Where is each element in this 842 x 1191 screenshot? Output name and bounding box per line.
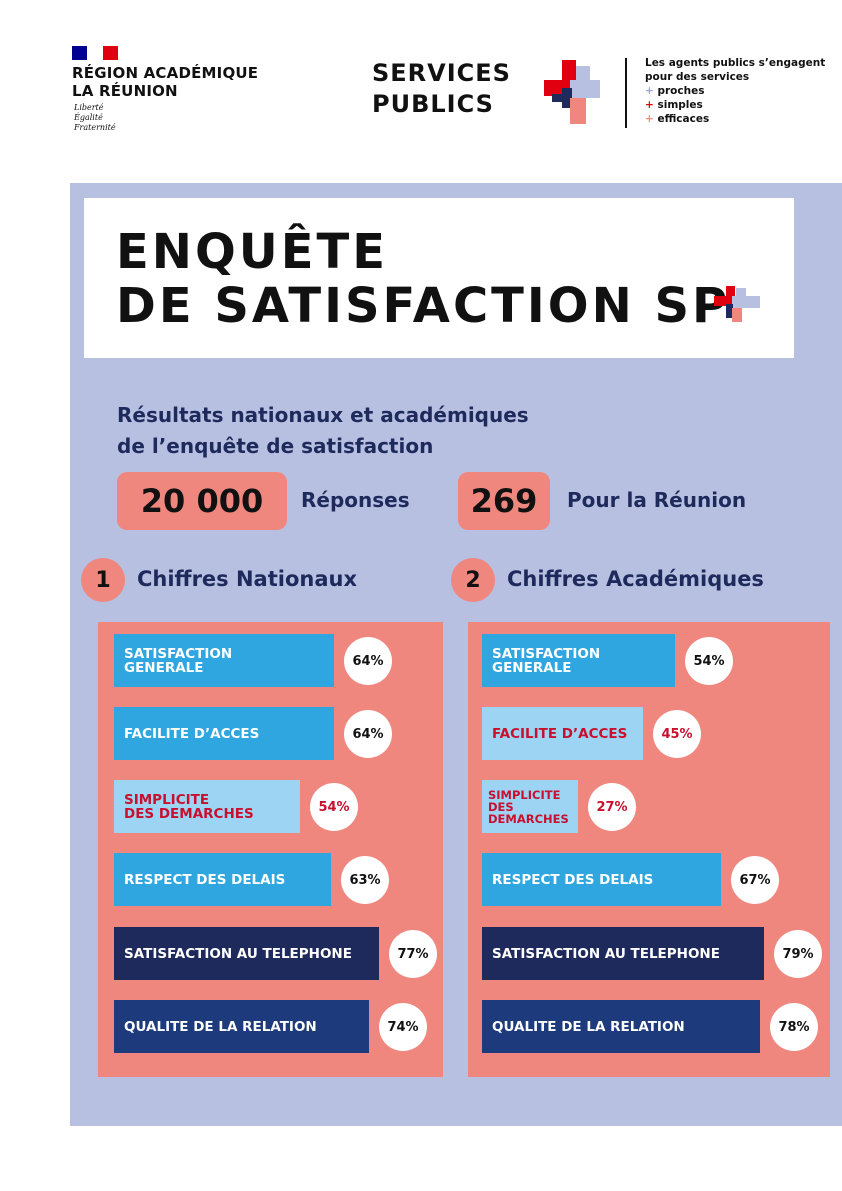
stat-reunion-value: 269 (458, 472, 550, 530)
services-publics-plus-logo-icon (544, 60, 600, 124)
bar-academic-4: SATISFACTION AU TELEPHONE (482, 927, 764, 980)
republic-motto: Liberté Égalité Fraternité (74, 103, 116, 133)
value-label-national-2: 54% (310, 783, 358, 831)
sp-plus-logo-icon (714, 286, 760, 322)
plus-icon: + (645, 99, 654, 111)
value-label-national-5: 74% (379, 1003, 427, 1051)
motto-liberte: Liberté (74, 103, 104, 112)
stat-reunion-label: Pour la Réunion (567, 488, 747, 512)
bar-academic-5: QUALITE DE LA RELATION (482, 1000, 760, 1053)
section-title-academic: Chiffres Académiques (507, 567, 764, 591)
bar-academic-1: FACILITE D’ACCES (482, 707, 643, 760)
bar-national-2: SIMPLICITE DES DEMARCHES (114, 780, 300, 833)
region-name: RÉGION ACADÉMIQUE LA RÉUNION (72, 64, 258, 100)
bar-national-4: SATISFACTION AU TELEPHONE (114, 927, 379, 980)
title-box (84, 198, 794, 358)
value-label-national-3: 63% (341, 856, 389, 904)
region-line2: LA RÉUNION (72, 82, 178, 100)
page-title-line2: DE SATISFACTION SP (116, 278, 731, 334)
motto-fraternite: Fraternité (74, 123, 116, 132)
intro-line2: de l’enquête de satisfaction (117, 434, 434, 458)
tagline-line2: pour des services (645, 71, 750, 83)
intro-text: Résultats nationaux et académiques de l’… (117, 400, 529, 462)
stat-responses-label: Réponses (301, 488, 410, 512)
tagline-item-efficaces: + efficaces (645, 113, 710, 125)
services-publics-wordmark: SERVICES PUBLICS (372, 58, 511, 120)
services-line1: SERVICES (372, 59, 511, 87)
section-number-academic: 2 (451, 558, 495, 602)
value-label-national-1: 64% (344, 710, 392, 758)
motto-egalite: Égalité (74, 113, 103, 122)
section-number-national: 1 (81, 558, 125, 602)
plus-icon: + (645, 113, 654, 125)
bar-national-0: SATISFACTION GENERALE (114, 634, 334, 687)
tagline-item-proches: + proches (645, 85, 705, 97)
value-label-academic-2: 27% (588, 783, 636, 831)
bar-national-5: QUALITE DE LA RELATION (114, 1000, 369, 1053)
value-label-national-4: 77% (389, 930, 437, 978)
value-label-academic-1: 45% (653, 710, 701, 758)
services-tagline: Les agents publics s’engagent pour des s… (645, 56, 825, 126)
bar-academic-0: SATISFACTION GENERALE (482, 634, 675, 687)
header-divider (625, 58, 627, 128)
services-line2: PUBLICS (372, 90, 494, 118)
bar-national-1: FACILITE D’ACCES (114, 707, 334, 760)
value-label-academic-3: 67% (731, 856, 779, 904)
bar-academic-3: RESPECT DES DELAIS (482, 853, 721, 906)
value-label-academic-5: 78% (770, 1003, 818, 1051)
value-label-national-0: 64% (344, 637, 392, 685)
tagline-item-simples: + simples (645, 99, 703, 111)
tagline-line1: Les agents publics s’engagent (645, 57, 826, 69)
bar-national-3: RESPECT DES DELAIS (114, 853, 331, 906)
bar-academic-2: SIMPLICITE DES DEMARCHES (482, 780, 578, 833)
intro-line1: Résultats nationaux et académiques (117, 403, 529, 427)
stat-responses-value: 20 000 (117, 472, 287, 530)
region-line1: RÉGION ACADÉMIQUE (72, 64, 259, 82)
value-label-academic-4: 79% (774, 930, 822, 978)
section-title-national: Chiffres Nationaux (137, 567, 358, 591)
value-label-academic-0: 54% (685, 637, 733, 685)
page-title-line1: ENQUÊTE (116, 224, 389, 280)
plus-icon: + (645, 85, 654, 97)
french-flag-icon (72, 46, 118, 60)
